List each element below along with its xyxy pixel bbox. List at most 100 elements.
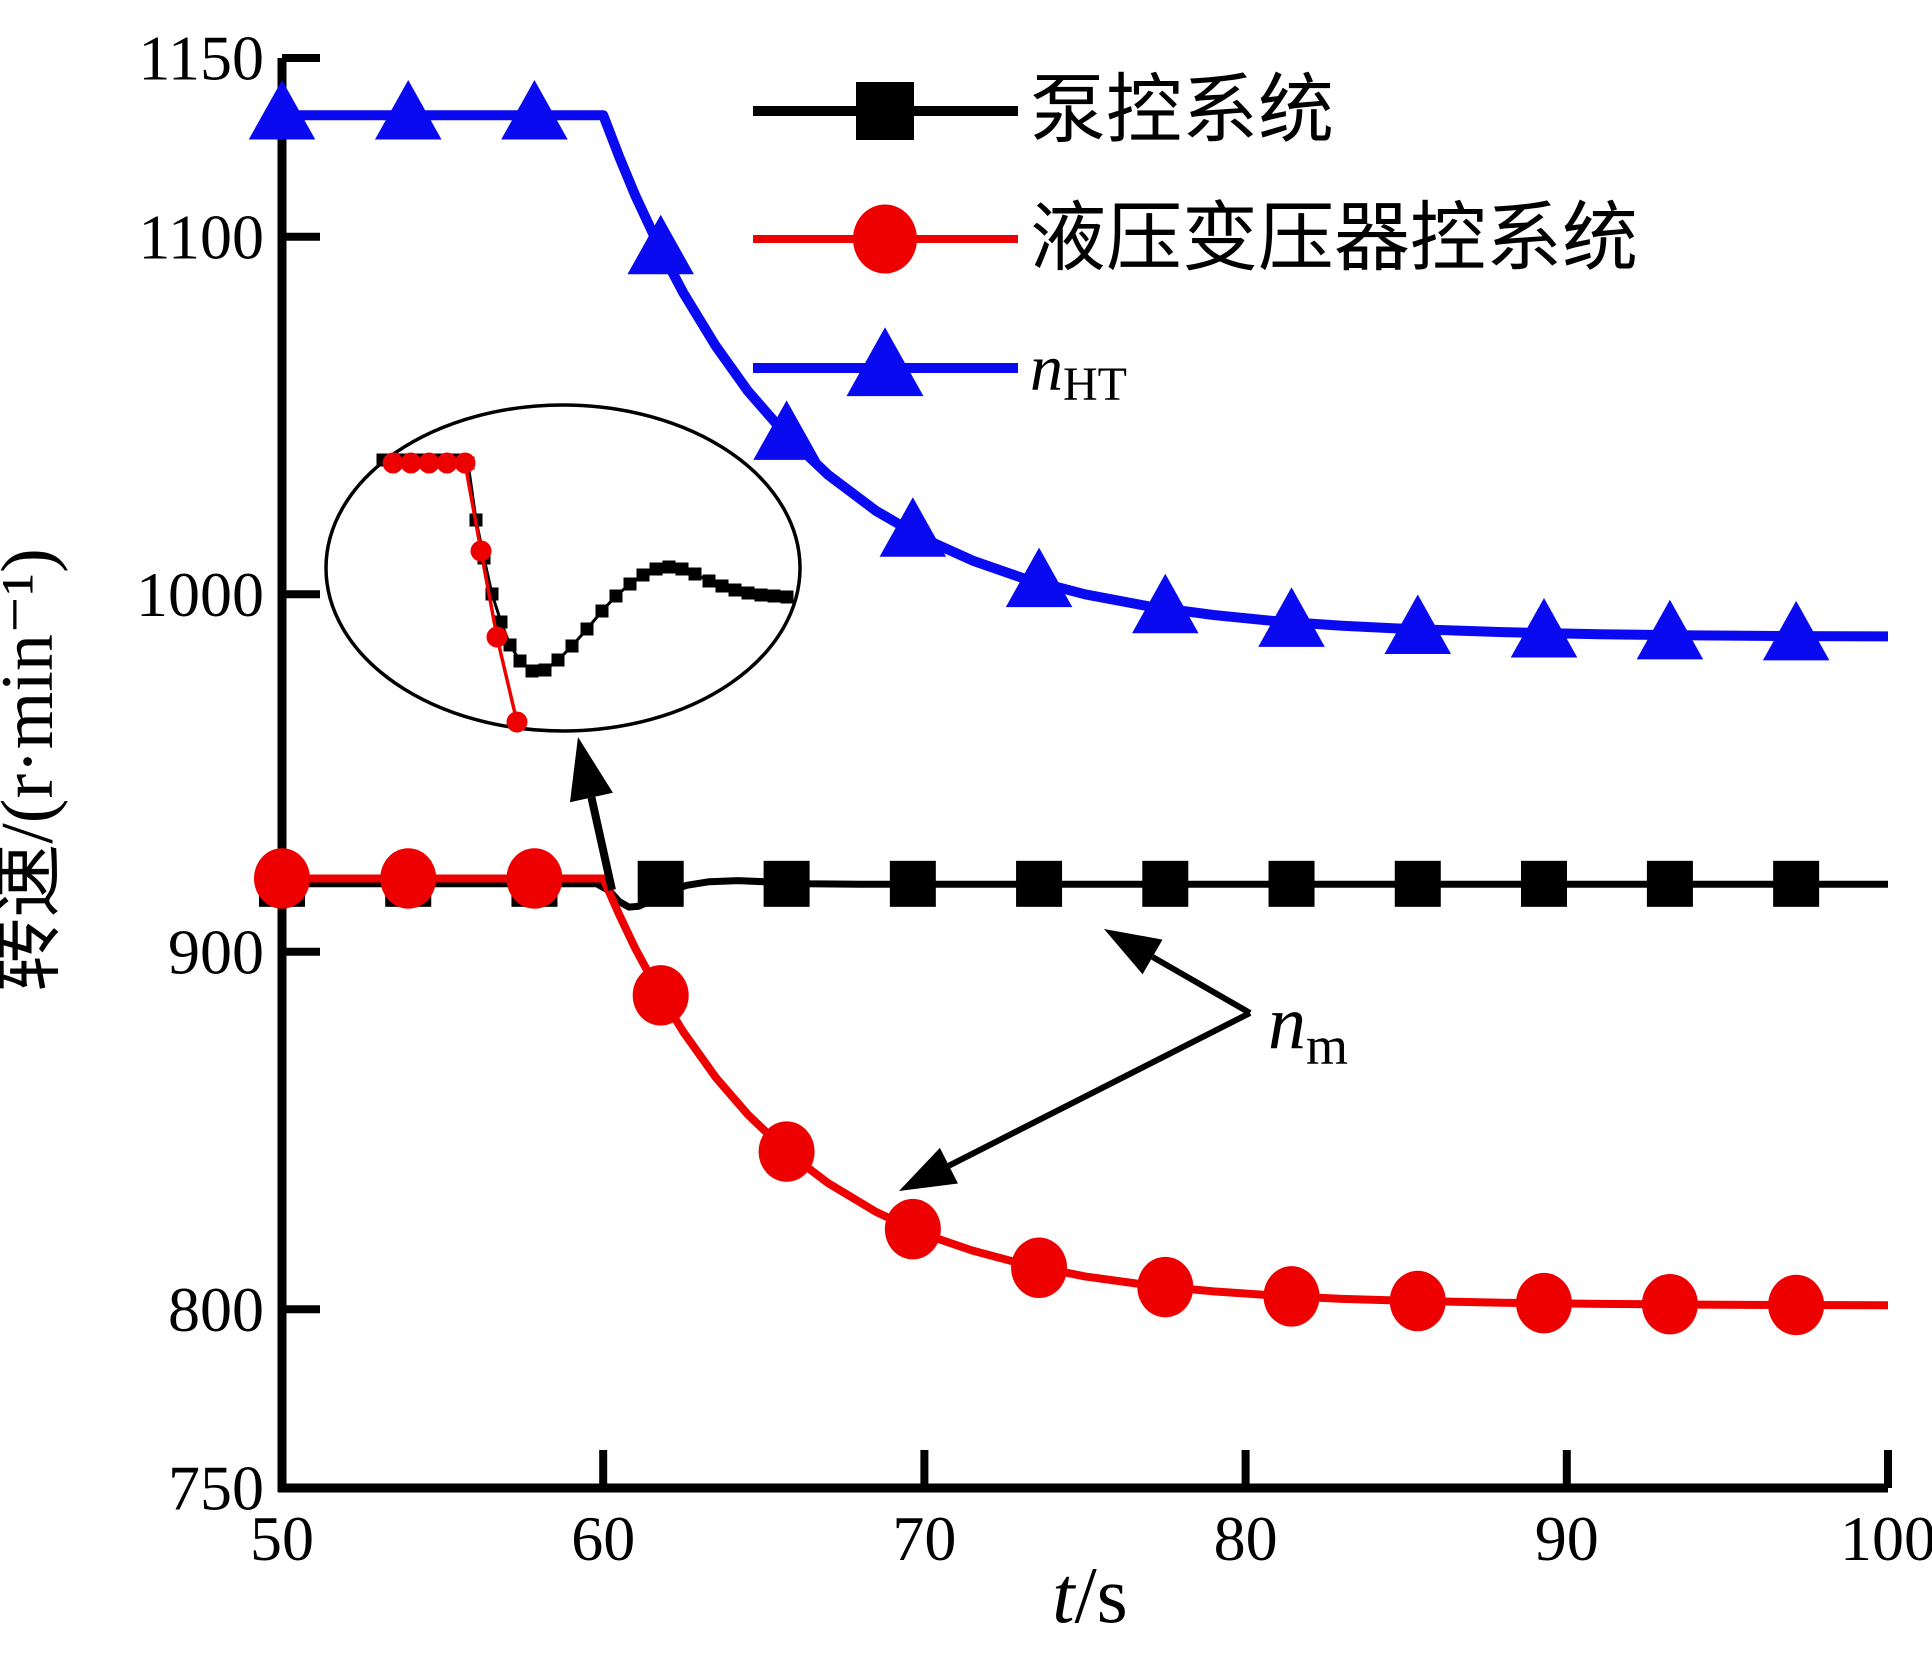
nm-arrow-0-shaft xyxy=(1151,954,1252,1016)
inset-square-marker xyxy=(609,589,623,603)
triangle-marker xyxy=(879,497,947,557)
circle-marker xyxy=(380,848,437,909)
inset-square-marker xyxy=(494,615,508,629)
x-tick-label: 70 xyxy=(892,1503,956,1574)
triangle-marker xyxy=(374,80,442,140)
square-marker xyxy=(1394,860,1441,907)
square-marker xyxy=(1268,860,1315,907)
legend-square-marker xyxy=(856,82,914,140)
inset-square-marker xyxy=(702,574,716,588)
square-marker xyxy=(1646,860,1693,907)
inset-square-marker xyxy=(741,586,755,600)
y-axis-title: 转速/(r·min⁻¹) xyxy=(0,548,69,992)
y-tick-label: 800 xyxy=(168,1274,264,1345)
square-marker xyxy=(1142,860,1189,907)
square-marker xyxy=(889,860,936,907)
nm-arrow-1-shaft xyxy=(947,1010,1252,1169)
inset-square-marker xyxy=(636,568,650,582)
x-tick-label: 50 xyxy=(250,1503,314,1574)
inset-square-marker xyxy=(623,577,637,591)
square-marker xyxy=(763,860,810,907)
inset-circle-marker xyxy=(436,452,458,474)
legend-label: 液压变压器控系统 xyxy=(1030,197,1638,281)
legend-label: nHT xyxy=(1030,332,1127,411)
axes-layer: 750 800 900 1000 1100 1150 50 60 70 80 90 100 转速/(r·… xyxy=(0,23,1932,1641)
inset-square-marker xyxy=(649,562,663,576)
nm-label: nm xyxy=(1268,981,1348,1076)
annotations-layer: nm xyxy=(899,929,1348,1191)
circle-marker xyxy=(1515,1272,1572,1334)
inset-square-marker xyxy=(538,663,552,677)
circle-marker xyxy=(1641,1274,1698,1335)
square-marker xyxy=(637,860,684,907)
inset-square-marker xyxy=(688,567,702,581)
inset-square-marker xyxy=(675,562,689,576)
nm-arrow-1-head xyxy=(899,1147,958,1191)
circle-marker xyxy=(1137,1256,1194,1318)
inset-square-marker xyxy=(503,638,517,652)
legend-triangle-marker xyxy=(846,327,924,397)
nm-arrow-0-head xyxy=(1104,929,1163,975)
x-tick-label: 60 xyxy=(571,1503,635,1574)
series-hydraulic-transformer-system xyxy=(254,848,1889,1336)
square-marker xyxy=(1016,860,1063,907)
inset-circle-marker xyxy=(506,711,528,733)
inset-square-marker xyxy=(595,604,609,618)
x-tick-label: 90 xyxy=(1535,1503,1599,1574)
inset-square-marker xyxy=(551,653,565,667)
inset-pointer-arrow-shaft xyxy=(587,796,616,891)
inset-square-marker xyxy=(662,560,676,574)
inset-square-marker xyxy=(728,583,742,597)
triangle-marker xyxy=(1384,594,1452,654)
series-layer xyxy=(248,80,1889,1336)
inset-square-marker xyxy=(780,590,794,604)
series-pump-system xyxy=(259,860,1888,911)
triangle-marker xyxy=(248,80,316,140)
series-line xyxy=(282,874,1889,1310)
inset-square-marker xyxy=(715,579,729,593)
circle-marker xyxy=(1389,1270,1446,1332)
triangle-marker xyxy=(753,400,820,460)
circle-marker xyxy=(1768,1274,1825,1336)
inset-pointer-arrow-head xyxy=(569,737,613,803)
inset-magnifier xyxy=(324,403,802,891)
y-tick-label: 900 xyxy=(168,916,264,987)
triangle-marker xyxy=(1258,587,1325,647)
y-tick-label: 1000 xyxy=(136,559,264,630)
inset-square-marker xyxy=(513,654,527,668)
inset-circle-marker xyxy=(400,452,422,474)
x-tick-label: 80 xyxy=(1214,1503,1278,1574)
square-marker xyxy=(1520,860,1567,907)
square-marker xyxy=(1773,860,1820,907)
inset-circle-marker xyxy=(486,626,508,648)
series-nht xyxy=(248,80,1889,661)
triangle-marker xyxy=(501,80,568,140)
y-tick-label: 1100 xyxy=(138,201,264,272)
triangle-marker xyxy=(627,214,694,275)
inset-circle-marker xyxy=(418,452,440,474)
inset-square-marker xyxy=(565,639,579,653)
circle-marker xyxy=(758,1121,815,1182)
y-tick-label: 1150 xyxy=(138,23,264,94)
x-axis-title: t/s xyxy=(1052,1552,1128,1640)
inset-ellipse xyxy=(324,403,802,733)
legend-item-0: 泵控系统 xyxy=(753,69,1334,153)
inset-square-marker xyxy=(525,664,539,678)
y-tick-label: 750 xyxy=(168,1453,264,1524)
inset-circle-marker xyxy=(382,452,404,474)
legend-circle-marker xyxy=(853,204,917,274)
circle-marker xyxy=(1011,1237,1068,1299)
circle-marker xyxy=(1263,1266,1320,1327)
inset-circle-marker xyxy=(454,452,476,474)
triangle-marker xyxy=(1510,598,1578,658)
inset-square-marker xyxy=(754,588,768,602)
inset-circle-marker xyxy=(470,540,492,562)
inset-square-marker xyxy=(580,622,594,636)
inset-square-marker xyxy=(767,589,781,603)
circle-marker xyxy=(632,965,689,1026)
legend-label: 泵控系统 xyxy=(1030,69,1334,153)
circle-marker xyxy=(506,848,563,909)
